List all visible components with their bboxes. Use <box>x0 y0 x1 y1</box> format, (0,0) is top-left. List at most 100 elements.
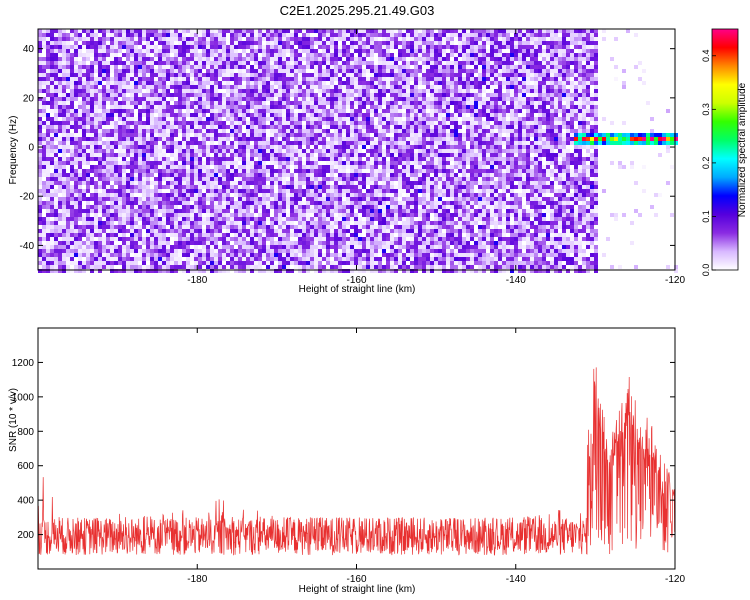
heatmap-cell <box>338 169 342 173</box>
heatmap-cell <box>238 153 242 157</box>
heatmap-cell <box>298 101 302 105</box>
heatmap-cell <box>430 165 434 169</box>
heatmap-cell <box>410 85 414 89</box>
heatmap-cell <box>82 105 86 109</box>
heatmap-cell <box>290 121 294 125</box>
heatmap-cell <box>226 133 230 137</box>
heatmap-cell <box>518 97 522 101</box>
heatmap-cell <box>66 157 70 161</box>
heatmap-cell <box>278 61 282 65</box>
heatmap-cell <box>186 53 190 57</box>
heatmap-cell <box>478 157 482 161</box>
heatmap-cell <box>334 157 338 161</box>
heatmap-cell <box>430 29 434 33</box>
heatmap-cell <box>310 49 314 53</box>
heatmap-cell <box>374 129 378 133</box>
heatmap-cell <box>194 141 198 145</box>
heatmap-cell <box>342 153 346 157</box>
heatmap-cell <box>546 157 550 161</box>
heatmap-cell <box>358 53 362 57</box>
heatmap-cell <box>274 93 278 97</box>
heatmap-cell <box>334 53 338 57</box>
heatmap-cell <box>114 45 118 49</box>
heatmap-cell <box>94 93 98 97</box>
heatmap-cell <box>70 89 74 93</box>
heatmap-cell <box>502 81 506 85</box>
heatmap-cell <box>218 129 222 133</box>
heatmap-cell <box>366 121 370 125</box>
heatmap-cell <box>494 97 498 101</box>
heatmap-cell <box>146 65 150 69</box>
heatmap-cell <box>462 161 466 165</box>
heatmap-cell <box>246 69 250 73</box>
heatmap-cell <box>486 73 490 77</box>
heatmap-cell <box>418 81 422 85</box>
heatmap-cell <box>454 53 458 57</box>
heatmap-cell <box>426 141 430 145</box>
heatmap-cell <box>246 41 250 45</box>
heatmap-cell <box>206 33 210 37</box>
heatmap-cell <box>502 129 506 133</box>
heatmap-cell <box>398 33 402 37</box>
heatmap-cell <box>298 121 302 125</box>
heatmap-cell <box>50 173 54 177</box>
heatmap-cell <box>194 161 198 165</box>
heatmap-cell <box>218 105 222 109</box>
heatmap-cell <box>322 69 326 73</box>
heatmap-cell <box>458 53 462 57</box>
heatmap-cell <box>282 85 286 89</box>
heatmap-cell <box>330 69 334 73</box>
heatmap-cell <box>426 153 430 157</box>
heatmap-cell <box>450 153 454 157</box>
heatmap-cell <box>438 101 442 105</box>
heatmap-cell <box>502 161 506 165</box>
heatmap-cell <box>362 93 366 97</box>
heatmap-cell <box>482 145 486 149</box>
heatmap-cell <box>402 133 406 137</box>
heatmap-cell <box>258 69 262 73</box>
heatmap-cell <box>126 133 130 137</box>
heatmap-cell <box>558 145 562 149</box>
heatmap-cell <box>538 101 542 105</box>
heatmap-cell <box>242 117 246 121</box>
heatmap-cell <box>174 81 178 85</box>
heatmap-cell <box>542 93 546 97</box>
heatmap-cell <box>210 105 214 109</box>
heatmap-cell <box>306 33 310 37</box>
heatmap-cell <box>558 105 562 109</box>
heatmap-cell <box>194 93 198 97</box>
heatmap-cell <box>46 93 50 97</box>
heatmap-cell <box>146 165 150 169</box>
heatmap-cell <box>310 65 314 69</box>
heatmap-cell <box>538 65 542 69</box>
heatmap-cell <box>406 97 410 101</box>
heatmap-cell <box>190 49 194 53</box>
heatmap-cell <box>334 33 338 37</box>
heatmap-cell <box>454 149 458 153</box>
heatmap-cell <box>522 57 526 61</box>
heatmap-cell <box>462 53 466 57</box>
heatmap-cell <box>286 89 290 93</box>
heatmap-cell <box>154 69 158 73</box>
heatmap-cell <box>494 113 498 117</box>
heatmap-cell <box>262 33 266 37</box>
heatmap-cell <box>590 41 594 45</box>
heatmap-cell <box>414 57 418 61</box>
heatmap-cell <box>638 137 642 141</box>
heatmap-cell <box>602 117 606 121</box>
heatmap-cell <box>590 117 594 121</box>
heatmap-cell <box>554 109 558 113</box>
heatmap-cell <box>522 49 526 53</box>
heatmap-cell <box>230 97 234 101</box>
heatmap-cell <box>342 93 346 97</box>
heatmap-cell <box>222 41 226 45</box>
heatmap-cell <box>370 137 374 141</box>
heatmap-cell <box>158 125 162 129</box>
heatmap-cell <box>254 77 258 81</box>
heatmap-cell <box>406 45 410 49</box>
heatmap-cell <box>562 117 566 121</box>
heatmap-cell <box>258 81 262 85</box>
heatmap-cell <box>174 45 178 49</box>
heatmap-cell <box>166 113 170 117</box>
heatmap-cell <box>194 29 198 33</box>
